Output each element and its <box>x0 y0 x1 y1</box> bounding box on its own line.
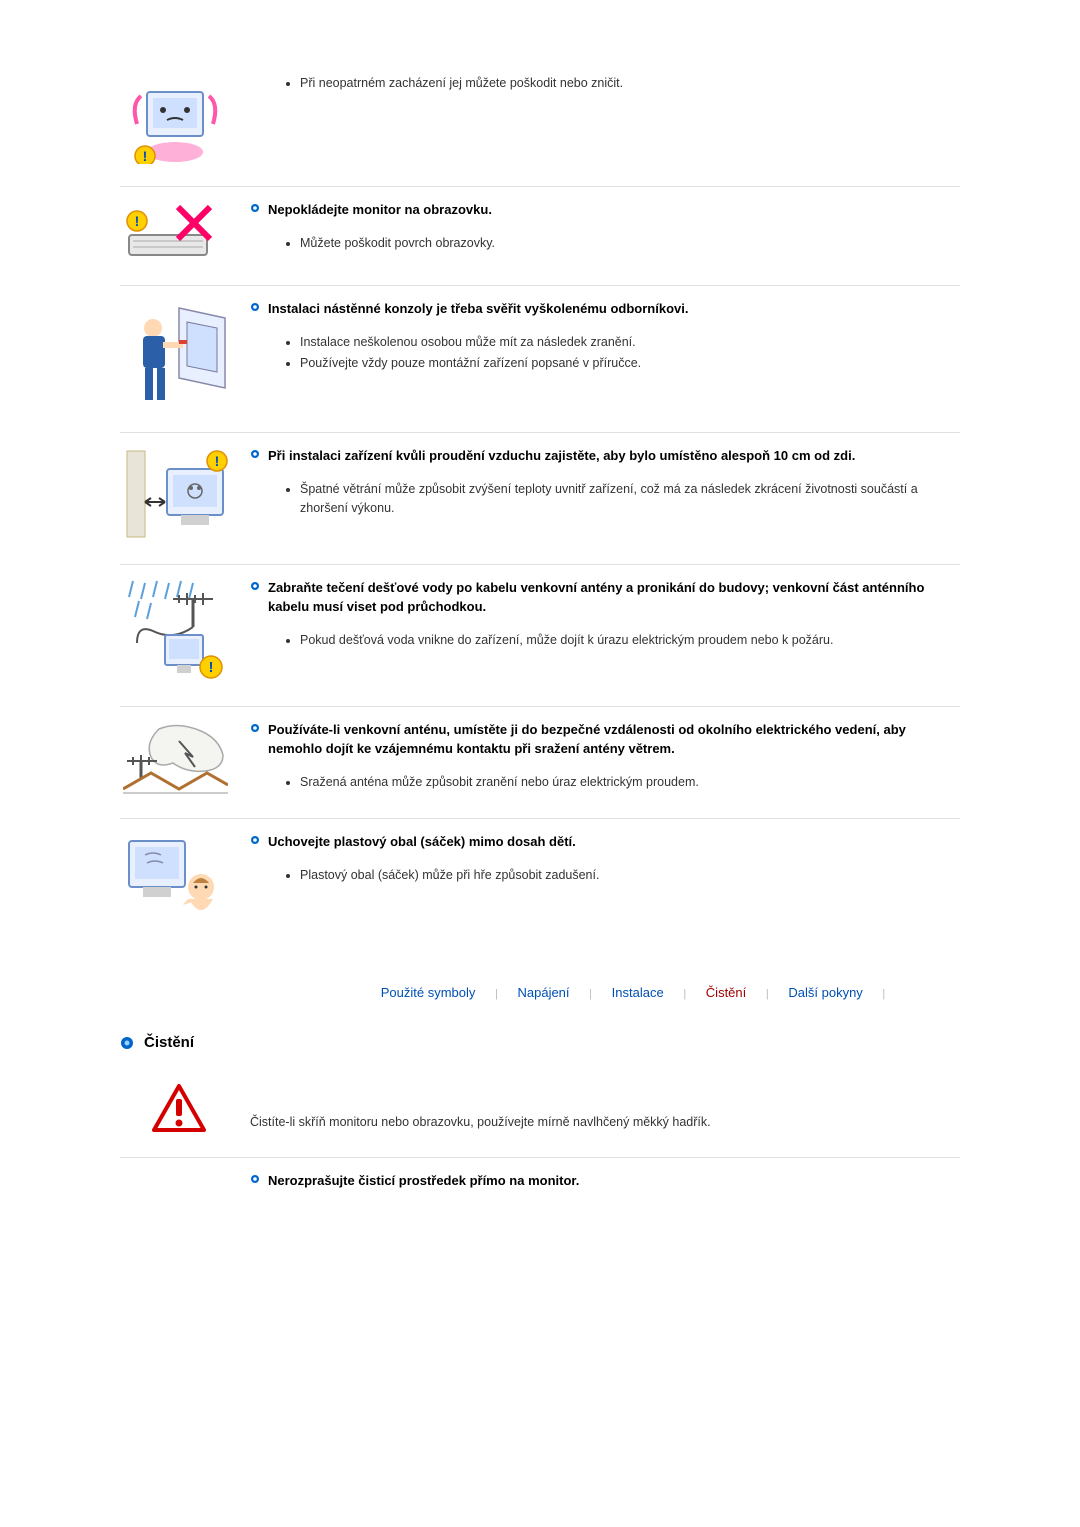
section-heading-row: Čistění <box>120 1028 960 1077</box>
heading-text: Zabraňte tečení dešťové vody po kabelu v… <box>268 579 960 617</box>
nav-separator: | <box>882 988 885 1000</box>
bullet-item: Můžete poškodit povrch obrazovky. <box>300 234 960 253</box>
warning-row: Čistíte-li skříň monitoru nebo obrazovku… <box>120 1077 960 1158</box>
heading-row: Používáte-li venkovní anténu, umístěte j… <box>250 721 960 759</box>
nav-link-installation[interactable]: Instalace <box>596 985 680 1000</box>
bullet-marker-icon <box>250 302 260 312</box>
safety-content: Nerozprašujte čisticí prostředek přímo n… <box>250 1172 960 1191</box>
safety-icon-cell: ! <box>120 579 250 684</box>
bullet-marker-icon <box>250 581 260 591</box>
svg-text:!: ! <box>214 453 219 469</box>
bullet-list: Instalace neškolenou osobou může mít za … <box>250 333 960 374</box>
plastic-bag-child-icon <box>120 833 230 923</box>
safety-item: Používáte-li venkovní anténu, umístěte j… <box>120 707 960 819</box>
nav-link-power[interactable]: Napájení <box>501 985 585 1000</box>
safety-icon-cell <box>120 300 250 410</box>
nav-separator: | <box>589 988 592 1000</box>
nav-separator: | <box>495 988 498 1000</box>
bullet-marker-icon <box>250 723 260 733</box>
section-nav-bar: Použité symboly | Napájení | Instalace |… <box>120 945 960 1028</box>
bullet-item: Pokud dešťová voda vnikne do zařízení, m… <box>300 631 960 650</box>
safety-item: ! Nepokládejte monitor na obrazovku. Můž… <box>120 187 960 286</box>
heading-text: Používáte-li venkovní anténu, umístěte j… <box>268 721 960 759</box>
section-title: Čistění <box>144 1034 194 1051</box>
heading-text: Nepokládejte monitor na obrazovku. <box>268 201 492 220</box>
safety-icon-cell <box>120 721 250 796</box>
bullet-list: Při neopatrném zacházení jej můžete pošk… <box>250 74 960 93</box>
heading-text: Nerozprašujte čisticí prostředek přímo n… <box>268 1172 579 1191</box>
safety-content: Nepokládejte monitor na obrazovku. Můžet… <box>250 201 960 255</box>
safety-content: Uchovejte plastový obal (sáček) mimo dos… <box>250 833 960 887</box>
heading-row: Uchovejte plastový obal (sáček) mimo dos… <box>250 833 960 852</box>
bullet-list: Sražená anténa může způsobit zranění neb… <box>250 773 960 792</box>
warning-icon-cell <box>120 1083 250 1135</box>
heading-row: Nerozprašujte čisticí prostředek přímo n… <box>250 1172 960 1191</box>
no-face-down-icon: ! <box>120 201 230 263</box>
safety-content: Při instalaci zařízení kvůli proudění vz… <box>250 447 960 521</box>
heading-row: Zabraňte tečení dešťové vody po kabelu v… <box>250 579 960 617</box>
bullet-item: Špatné větrání může způsobit zvýšení tep… <box>300 480 960 519</box>
safety-item: Instalaci nástěnné konzoly je třeba svěř… <box>120 286 960 433</box>
safety-item: ! Při instalaci zařízení kvůli proudění … <box>120 433 960 565</box>
safety-content: Zabraňte tečení dešťové vody po kabelu v… <box>250 579 960 652</box>
nav-link-cleaning[interactable]: Čistění <box>690 985 762 1000</box>
safety-icon-cell: ! <box>120 201 250 263</box>
svg-text:!: ! <box>134 213 139 229</box>
safety-item: ! Zabraňte tečení dešťové vody po kabelu… <box>120 565 960 707</box>
heading-row: Při instalaci zařízení kvůli proudění vz… <box>250 447 960 466</box>
safety-icon-cell: ! <box>120 74 250 164</box>
safety-content: Instalaci nástěnné konzoly je třeba svěř… <box>250 300 960 376</box>
bullet-list: Můžete poškodit povrch obrazovky. <box>250 234 960 253</box>
heading-row: Instalaci nástěnné konzoly je třeba svěř… <box>250 300 960 319</box>
nav-separator: | <box>766 988 769 1000</box>
bullet-list: Pokud dešťová voda vnikne do zařízení, m… <box>250 631 960 650</box>
bullet-item: Sražená anténa může způsobit zranění neb… <box>300 773 960 792</box>
nav-link-symbols[interactable]: Použité symboly <box>365 985 492 1000</box>
wall-mount-technician-icon <box>120 300 230 410</box>
wall-distance-icon: ! <box>120 447 230 542</box>
bullet-item: Používejte vždy pouze montážní zařízení … <box>300 354 960 373</box>
handle-carefully-icon: ! <box>120 74 230 164</box>
bullet-item: Při neopatrném zacházení jej můžete pošk… <box>300 74 960 93</box>
bullet-list: Plastový obal (sáček) může při hře způso… <box>250 866 960 885</box>
bullet-marker-icon <box>250 1174 260 1184</box>
section-marker-icon <box>120 1036 134 1050</box>
bullet-marker-icon <box>250 449 260 459</box>
safety-content: Používáte-li venkovní anténu, umístěte j… <box>250 721 960 794</box>
safety-item: ! Při neopatrném zacházení jej můžete po… <box>120 60 960 187</box>
nav-link-other[interactable]: Další pokyny <box>772 985 878 1000</box>
bullet-item: Plastový obal (sáček) může při hře způso… <box>300 866 960 885</box>
safety-icon-cell: ! <box>120 447 250 542</box>
warning-content: Čistíte-li skříň monitoru nebo obrazovku… <box>250 1083 960 1132</box>
antenna-rain-icon: ! <box>120 579 230 684</box>
warning-text: Čistíte-li skříň monitoru nebo obrazovku… <box>250 1115 711 1129</box>
bullet-marker-icon <box>250 203 260 213</box>
warning-triangle-icon <box>151 1083 207 1135</box>
heading-text: Při instalaci zařízení kvůli proudění vz… <box>268 447 855 466</box>
bullet-marker-icon <box>250 835 260 845</box>
safety-icon-cell <box>120 833 250 923</box>
svg-text:!: ! <box>143 148 148 164</box>
heading-text: Uchovejte plastový obal (sáček) mimo dos… <box>268 833 576 852</box>
safety-item: Nerozprašujte čisticí prostředek přímo n… <box>120 1158 960 1191</box>
safety-item: Uchovejte plastový obal (sáček) mimo dos… <box>120 819 960 945</box>
heading-row: Nepokládejte monitor na obrazovku. <box>250 201 960 220</box>
heading-text: Instalaci nástěnné konzoly je třeba svěř… <box>268 300 688 319</box>
safety-content: Při neopatrném zacházení jej můžete pošk… <box>250 74 960 95</box>
bullet-item: Instalace neškolenou osobou může mít za … <box>300 333 960 352</box>
svg-text:!: ! <box>208 659 213 676</box>
bullet-list: Špatné větrání může způsobit zvýšení tep… <box>250 480 960 519</box>
antenna-powerline-icon <box>120 721 230 796</box>
nav-separator: | <box>683 988 686 1000</box>
